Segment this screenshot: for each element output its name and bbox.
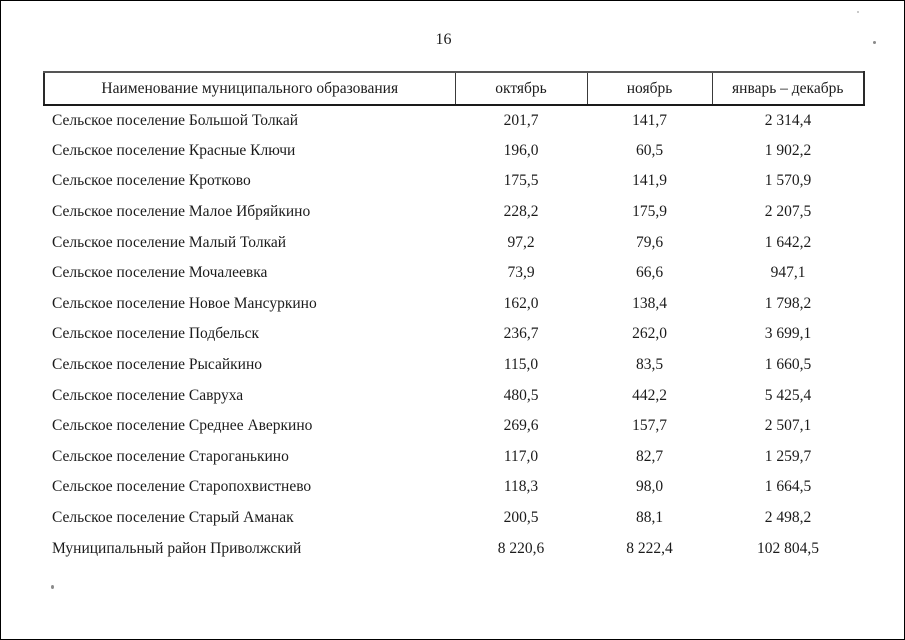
table-row: Сельское поселение Красные Ключи 196,0 60,… (44, 136, 864, 167)
november-value: 138,4 (632, 294, 667, 312)
municipality-name: Сельское поселение Малый Толкай (52, 233, 287, 251)
column-header-october: октябрь (454, 71, 588, 106)
jan-dec-value: 3 699,1 (764, 325, 812, 343)
scan-speck (51, 585, 54, 589)
jan-dec-value: 1 642,2 (764, 233, 812, 251)
municipality-name: Сельское поселение Старопохвистнево (52, 478, 312, 496)
municipality-name: Сельское поселение Среднее Аверкино (52, 417, 313, 435)
table-row: Сельское поселение Кротково 175,5 141,9 1 5… (44, 166, 864, 197)
table-row: Сельское поселение Малое Ибряйкино 228,2 1… (44, 197, 864, 228)
municipality-name: Муниципальный район Приволжский (52, 539, 302, 557)
october-value: 115,0 (503, 356, 539, 374)
october-value: 200,5 (503, 509, 539, 527)
october-value: 269,6 (503, 417, 539, 435)
november-value: 79,6 (635, 233, 664, 251)
table-row: Сельское поселение Подбельск 236,7 262,0 3 … (44, 319, 864, 350)
october-value: 480,5 (503, 386, 539, 404)
october-value: 175,5 (503, 172, 539, 190)
scan-speck (873, 41, 876, 44)
municipality-name: Сельское поселение Малое Ибряйкино (52, 203, 311, 221)
jan-dec-value: 102 804,5 (757, 539, 819, 557)
november-value: 82,7 (635, 447, 664, 465)
november-value: 83,5 (635, 356, 664, 374)
october-value: 162,0 (503, 294, 539, 312)
jan-dec-value: 1 664,5 (764, 478, 812, 496)
municipality-name: Сельское поселение Красные Ключи (52, 141, 296, 159)
municipality-name: Сельское поселение Большой Толкай (52, 111, 299, 129)
jan-dec-value: 947,1 (770, 264, 806, 282)
table-row: Сельское поселение Староганькино 117,0 82,… (44, 442, 864, 473)
november-value: 141,7 (632, 111, 667, 129)
municipality-name: Сельское поселение Новое Мансуркино (52, 294, 317, 312)
november-value: 175,9 (632, 203, 667, 221)
table-row: Сельское поселение Савруха 480,5 442,2 5 42… (44, 380, 864, 411)
jan-dec-value: 5 425,4 (764, 386, 812, 404)
municipality-name: Сельское поселение Староганькино (52, 447, 289, 465)
table-row: Сельское поселение Мочалеевка 73,9 66,6 947… (44, 258, 864, 289)
table-header: Наименование муниципального образования … (43, 71, 865, 106)
october-value: 228,2 (503, 203, 539, 221)
municipalities-table: Наименование муниципального образования … (43, 71, 865, 564)
municipality-name: Сельское поселение Старый Аманак (52, 509, 294, 527)
november-value: 60,5 (635, 141, 664, 159)
table-row: Сельское поселение Большой Толкай 201,7 14… (44, 105, 864, 136)
table-row: Сельское поселение Среднее Аверкино 269,6… (44, 411, 864, 442)
column-header-name: Наименование муниципального образования (43, 71, 456, 106)
municipality-name: Сельское поселение Савруха (52, 386, 244, 404)
jan-dec-value: 1 259,7 (764, 447, 812, 465)
column-header-jan-dec: январь – декабрь (711, 71, 865, 106)
jan-dec-value: 2 507,1 (764, 417, 812, 435)
table-row: Сельское поселение Новое Мансуркино 162,0… (44, 289, 864, 320)
table-row: Сельское поселение Малый Толкай 97,2 79,6 1… (44, 227, 864, 258)
jan-dec-value: 1 570,9 (764, 172, 812, 190)
municipality-name: Сельское поселение Подбельск (52, 325, 260, 343)
november-value: 157,7 (632, 417, 667, 435)
jan-dec-value: 1 798,2 (764, 294, 812, 312)
jan-dec-value: 1 660,5 (764, 356, 812, 374)
october-value: 196,0 (503, 141, 539, 159)
table-row: Сельское поселение Старый Аманак 200,5 88,… (44, 503, 864, 534)
october-value: 201,7 (503, 111, 539, 129)
municipality-name: Сельское поселение Мочалеевка (52, 264, 268, 282)
october-value: 117,0 (503, 447, 539, 465)
jan-dec-value: 2 207,5 (764, 203, 812, 221)
november-value: 262,0 (632, 325, 667, 343)
october-value: 118,3 (503, 478, 539, 496)
november-value: 442,2 (632, 386, 667, 404)
jan-dec-value: 2 498,2 (764, 509, 812, 527)
october-value: 73,9 (507, 264, 535, 282)
november-value: 98,0 (635, 478, 664, 496)
october-value: 8 220,6 (497, 539, 545, 557)
october-value: 236,7 (503, 325, 539, 343)
table-row: Сельское поселение Старопохвистнево 118,3… (44, 472, 864, 503)
november-value: 66,6 (635, 264, 664, 282)
jan-dec-value: 1 902,2 (764, 141, 812, 159)
page-number: 16 (435, 31, 452, 48)
municipality-name: Сельское поселение Кротково (52, 172, 251, 190)
october-value: 97,2 (507, 233, 535, 251)
table-body: Сельское поселение Большой Толкай 201,7 14… (44, 105, 864, 564)
table-row: Сельское поселение Рысайкино 115,0 83,5 1 6… (44, 350, 864, 381)
table-row: Муниципальный район Приволжский 8 220,6 8 … (44, 533, 864, 564)
jan-dec-value: 2 314,4 (764, 111, 812, 129)
november-value: 141,9 (632, 172, 667, 190)
municipality-name: Сельское поселение Рысайкино (52, 356, 263, 374)
november-value: 88,1 (635, 509, 664, 527)
scan-speck (857, 11, 859, 13)
november-value: 8 222,4 (626, 539, 673, 557)
column-header-november: ноябрь (586, 71, 713, 106)
